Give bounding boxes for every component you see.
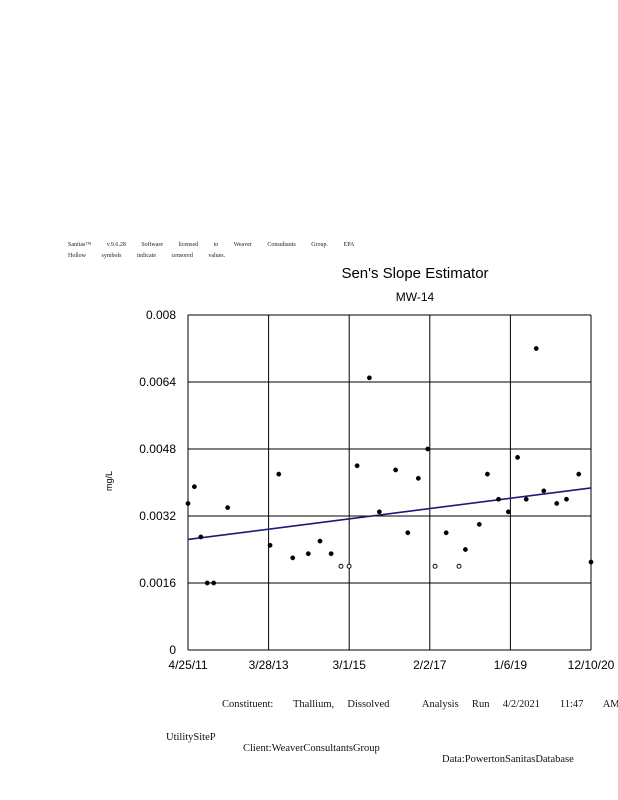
data-point <box>376 509 382 515</box>
x-tick-label: 3/28/13 <box>249 658 289 672</box>
data-point <box>204 580 210 586</box>
data-point <box>505 509 511 515</box>
data-point <box>515 454 520 460</box>
y-tick-label: 0.0016 <box>139 576 176 590</box>
data-point <box>317 538 323 544</box>
data-point <box>554 501 560 506</box>
y-tick-label: 0.0032 <box>139 509 176 523</box>
x-tick-label: 1/6/19 <box>494 658 528 672</box>
data-point <box>588 559 594 565</box>
data-point <box>405 530 411 536</box>
data-point <box>485 471 490 477</box>
data-point <box>443 530 449 536</box>
x-tick-label: 4/25/11 <box>168 658 207 672</box>
data-point <box>290 555 296 561</box>
data-source: Data:PowertonSanitasDatabase <box>442 754 574 765</box>
data-point <box>541 488 547 494</box>
chart-title: Sen's Slope Estimator <box>341 265 488 282</box>
data-point <box>192 484 197 490</box>
y-tick-label: 0 <box>169 643 176 657</box>
chart-subtitle: MW-14 <box>396 290 435 304</box>
data-point <box>354 463 360 469</box>
data-point <box>425 446 431 452</box>
data-point <box>198 534 204 540</box>
data-point <box>463 547 468 552</box>
data-point <box>533 346 539 351</box>
censored-data-point <box>338 563 344 569</box>
site-name: UtilitySiteP <box>166 732 216 743</box>
censored-data-point <box>346 563 352 569</box>
trend-line <box>187 487 592 541</box>
trend-layer <box>187 487 592 541</box>
data-point <box>185 501 191 506</box>
data-point <box>211 580 217 586</box>
data-point <box>366 375 372 381</box>
data-point <box>305 551 311 557</box>
data-point <box>328 551 334 557</box>
data-point <box>393 467 399 473</box>
tick-labels: 4/25/11 3/28/13 3/1/15 2/2/17 1/6/19 12/10/20… <box>139 308 614 672</box>
y-tick-label: 0.0048 <box>139 442 176 456</box>
data-point <box>576 471 582 477</box>
y-axis-label: mg/L <box>104 471 114 491</box>
data-point <box>523 496 529 502</box>
censored-data-point <box>432 563 438 569</box>
data-point <box>225 505 231 511</box>
censored-values-note: Hollow symbols indicate censored values. <box>68 253 226 259</box>
data-point <box>496 496 501 502</box>
data-point <box>276 471 282 477</box>
license-notice: Sanitas™ v.9.6.28 Software licensed to W… <box>68 242 355 248</box>
data-points <box>185 346 594 586</box>
x-tick-label: 12/10/20 <box>568 658 615 672</box>
data-point <box>476 521 482 527</box>
client-name: Client:WeaverConsultantsGroup <box>243 743 380 754</box>
y-tick-label: 0.0064 <box>139 375 176 389</box>
footer-source-line: UtilitySiteP Client:WeaverConsultantsGro… <box>166 721 574 765</box>
x-tick-label: 3/1/15 <box>333 658 367 672</box>
data-point <box>564 496 569 502</box>
constituent-run-info: Constituent: Thallium, Dissolved Analysi… <box>222 699 618 710</box>
data-point <box>415 475 421 481</box>
grid-layer <box>187 314 592 651</box>
y-tick-label: 0.008 <box>146 308 176 322</box>
x-tick-label: 2/2/17 <box>413 658 447 672</box>
data-point <box>267 542 273 548</box>
censored-data-point <box>456 563 462 569</box>
